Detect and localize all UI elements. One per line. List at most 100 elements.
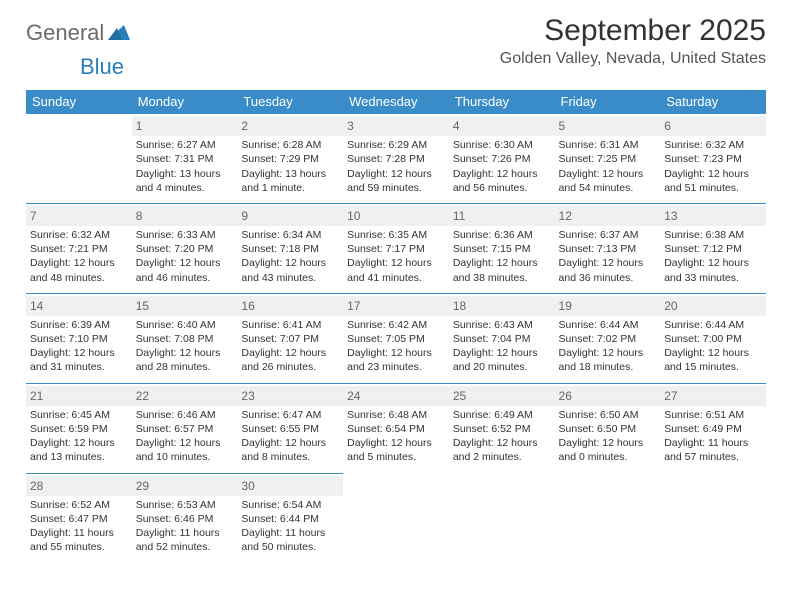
day-info: Sunrise: 6:51 AMSunset: 6:49 PMDaylight:… (664, 408, 762, 465)
day-info-line: Daylight: 12 hours (664, 256, 762, 270)
day-info-line: Sunset: 6:46 PM (136, 512, 234, 526)
logo-triangle-icon (108, 22, 130, 45)
day-info-line: Sunrise: 6:33 AM (136, 228, 234, 242)
day-number: 17 (343, 296, 449, 316)
day-info: Sunrise: 6:35 AMSunset: 7:17 PMDaylight:… (347, 228, 445, 285)
day-info-line: Daylight: 11 hours (30, 526, 128, 540)
day-info-line: and 54 minutes. (559, 181, 657, 195)
day-number: 29 (132, 476, 238, 496)
day-number: 1 (132, 116, 238, 136)
day-info: Sunrise: 6:43 AMSunset: 7:04 PMDaylight:… (453, 318, 551, 375)
day-info-line: and 20 minutes. (453, 360, 551, 374)
day-info-line: and 8 minutes. (241, 450, 339, 464)
day-info-line: Sunset: 7:00 PM (664, 332, 762, 346)
day-info-line: and 31 minutes. (30, 360, 128, 374)
calendar-day-cell: 3Sunrise: 6:29 AMSunset: 7:28 PMDaylight… (343, 114, 449, 204)
day-info-line: Sunrise: 6:44 AM (559, 318, 657, 332)
day-info-line: Sunset: 6:57 PM (136, 422, 234, 436)
day-info-line: Sunrise: 6:31 AM (559, 138, 657, 152)
day-info-line: Sunrise: 6:29 AM (347, 138, 445, 152)
day-number: 8 (132, 206, 238, 226)
day-info: Sunrise: 6:48 AMSunset: 6:54 PMDaylight:… (347, 408, 445, 465)
day-info-line: Sunset: 6:49 PM (664, 422, 762, 436)
day-info-line: Daylight: 12 hours (559, 167, 657, 181)
day-info: Sunrise: 6:49 AMSunset: 6:52 PMDaylight:… (453, 408, 551, 465)
day-info-line: Daylight: 12 hours (664, 346, 762, 360)
day-info: Sunrise: 6:27 AMSunset: 7:31 PMDaylight:… (136, 138, 234, 195)
day-info-line: Sunrise: 6:39 AM (30, 318, 128, 332)
calendar-week-row: 1Sunrise: 6:27 AMSunset: 7:31 PMDaylight… (26, 114, 766, 204)
calendar-day-cell: 28Sunrise: 6:52 AMSunset: 6:47 PMDayligh… (26, 473, 132, 562)
day-info-line: Sunset: 7:08 PM (136, 332, 234, 346)
day-number: 20 (660, 296, 766, 316)
day-info-line: Daylight: 12 hours (241, 436, 339, 450)
day-info-line: Sunrise: 6:30 AM (453, 138, 551, 152)
calendar-day-cell: 8Sunrise: 6:33 AMSunset: 7:20 PMDaylight… (132, 203, 238, 293)
day-info-line: and 15 minutes. (664, 360, 762, 374)
day-info-line: and 23 minutes. (347, 360, 445, 374)
day-info-line: Sunset: 7:23 PM (664, 152, 762, 166)
day-info: Sunrise: 6:39 AMSunset: 7:10 PMDaylight:… (30, 318, 128, 375)
day-number: 3 (343, 116, 449, 136)
day-info-line: Daylight: 12 hours (136, 346, 234, 360)
day-info: Sunrise: 6:32 AMSunset: 7:23 PMDaylight:… (664, 138, 762, 195)
day-info-line: Sunset: 7:28 PM (347, 152, 445, 166)
calendar-week-row: 14Sunrise: 6:39 AMSunset: 7:10 PMDayligh… (26, 293, 766, 383)
day-info-line: Daylight: 11 hours (241, 526, 339, 540)
calendar-week-row: 7Sunrise: 6:32 AMSunset: 7:21 PMDaylight… (26, 203, 766, 293)
day-info-line: Sunset: 7:21 PM (30, 242, 128, 256)
day-info-line: Sunset: 7:31 PM (136, 152, 234, 166)
day-info: Sunrise: 6:28 AMSunset: 7:29 PMDaylight:… (241, 138, 339, 195)
day-number: 30 (237, 476, 343, 496)
day-info-line: Sunrise: 6:37 AM (559, 228, 657, 242)
day-info-line: Sunrise: 6:46 AM (136, 408, 234, 422)
day-info-line: Sunset: 6:54 PM (347, 422, 445, 436)
day-info: Sunrise: 6:38 AMSunset: 7:12 PMDaylight:… (664, 228, 762, 285)
calendar-day-cell: 22Sunrise: 6:46 AMSunset: 6:57 PMDayligh… (132, 383, 238, 473)
day-info-line: Sunrise: 6:32 AM (30, 228, 128, 242)
location-subtitle: Golden Valley, Nevada, United States (500, 50, 766, 68)
day-info-line: and 55 minutes. (30, 540, 128, 554)
day-info-line: Daylight: 12 hours (136, 436, 234, 450)
day-number: 5 (555, 116, 661, 136)
day-info-line: Sunrise: 6:38 AM (664, 228, 762, 242)
day-info-line: and 46 minutes. (136, 271, 234, 285)
day-info: Sunrise: 6:30 AMSunset: 7:26 PMDaylight:… (453, 138, 551, 195)
day-number: 12 (555, 206, 661, 226)
calendar-day-cell: 6Sunrise: 6:32 AMSunset: 7:23 PMDaylight… (660, 114, 766, 204)
day-info-line: Sunset: 6:59 PM (30, 422, 128, 436)
day-info-line: Sunset: 6:47 PM (30, 512, 128, 526)
day-info-line: Sunrise: 6:44 AM (664, 318, 762, 332)
day-info-line: Daylight: 12 hours (30, 256, 128, 270)
day-number: 25 (449, 386, 555, 406)
day-info-line: Sunrise: 6:28 AM (241, 138, 339, 152)
calendar-week-row: 21Sunrise: 6:45 AMSunset: 6:59 PMDayligh… (26, 383, 766, 473)
calendar-body: 1Sunrise: 6:27 AMSunset: 7:31 PMDaylight… (26, 114, 766, 563)
day-info-line: and 18 minutes. (559, 360, 657, 374)
day-info-line: Daylight: 12 hours (453, 436, 551, 450)
day-info-line: Sunset: 7:10 PM (30, 332, 128, 346)
day-info-line: Daylight: 12 hours (30, 436, 128, 450)
day-info-line: Sunrise: 6:54 AM (241, 498, 339, 512)
day-info-line: Sunset: 7:12 PM (664, 242, 762, 256)
day-info-line: Sunset: 6:50 PM (559, 422, 657, 436)
day-info-line: and 33 minutes. (664, 271, 762, 285)
month-title: September 2025 (500, 14, 766, 48)
day-info-line: and 43 minutes. (241, 271, 339, 285)
day-info-line: and 2 minutes. (453, 450, 551, 464)
day-info: Sunrise: 6:45 AMSunset: 6:59 PMDaylight:… (30, 408, 128, 465)
day-info-line: Daylight: 12 hours (559, 346, 657, 360)
day-info-line: Sunrise: 6:49 AM (453, 408, 551, 422)
calendar-day-cell: 23Sunrise: 6:47 AMSunset: 6:55 PMDayligh… (237, 383, 343, 473)
day-info: Sunrise: 6:46 AMSunset: 6:57 PMDaylight:… (136, 408, 234, 465)
day-info-line: Sunrise: 6:36 AM (453, 228, 551, 242)
calendar-day-cell: 5Sunrise: 6:31 AMSunset: 7:25 PMDaylight… (555, 114, 661, 204)
day-info: Sunrise: 6:37 AMSunset: 7:13 PMDaylight:… (559, 228, 657, 285)
day-number: 10 (343, 206, 449, 226)
day-info-line: Daylight: 12 hours (30, 346, 128, 360)
day-info: Sunrise: 6:40 AMSunset: 7:08 PMDaylight:… (136, 318, 234, 375)
calendar-day-cell: 19Sunrise: 6:44 AMSunset: 7:02 PMDayligh… (555, 293, 661, 383)
day-number: 14 (26, 296, 132, 316)
day-info-line: Sunrise: 6:42 AM (347, 318, 445, 332)
day-info-line: Daylight: 12 hours (347, 436, 445, 450)
